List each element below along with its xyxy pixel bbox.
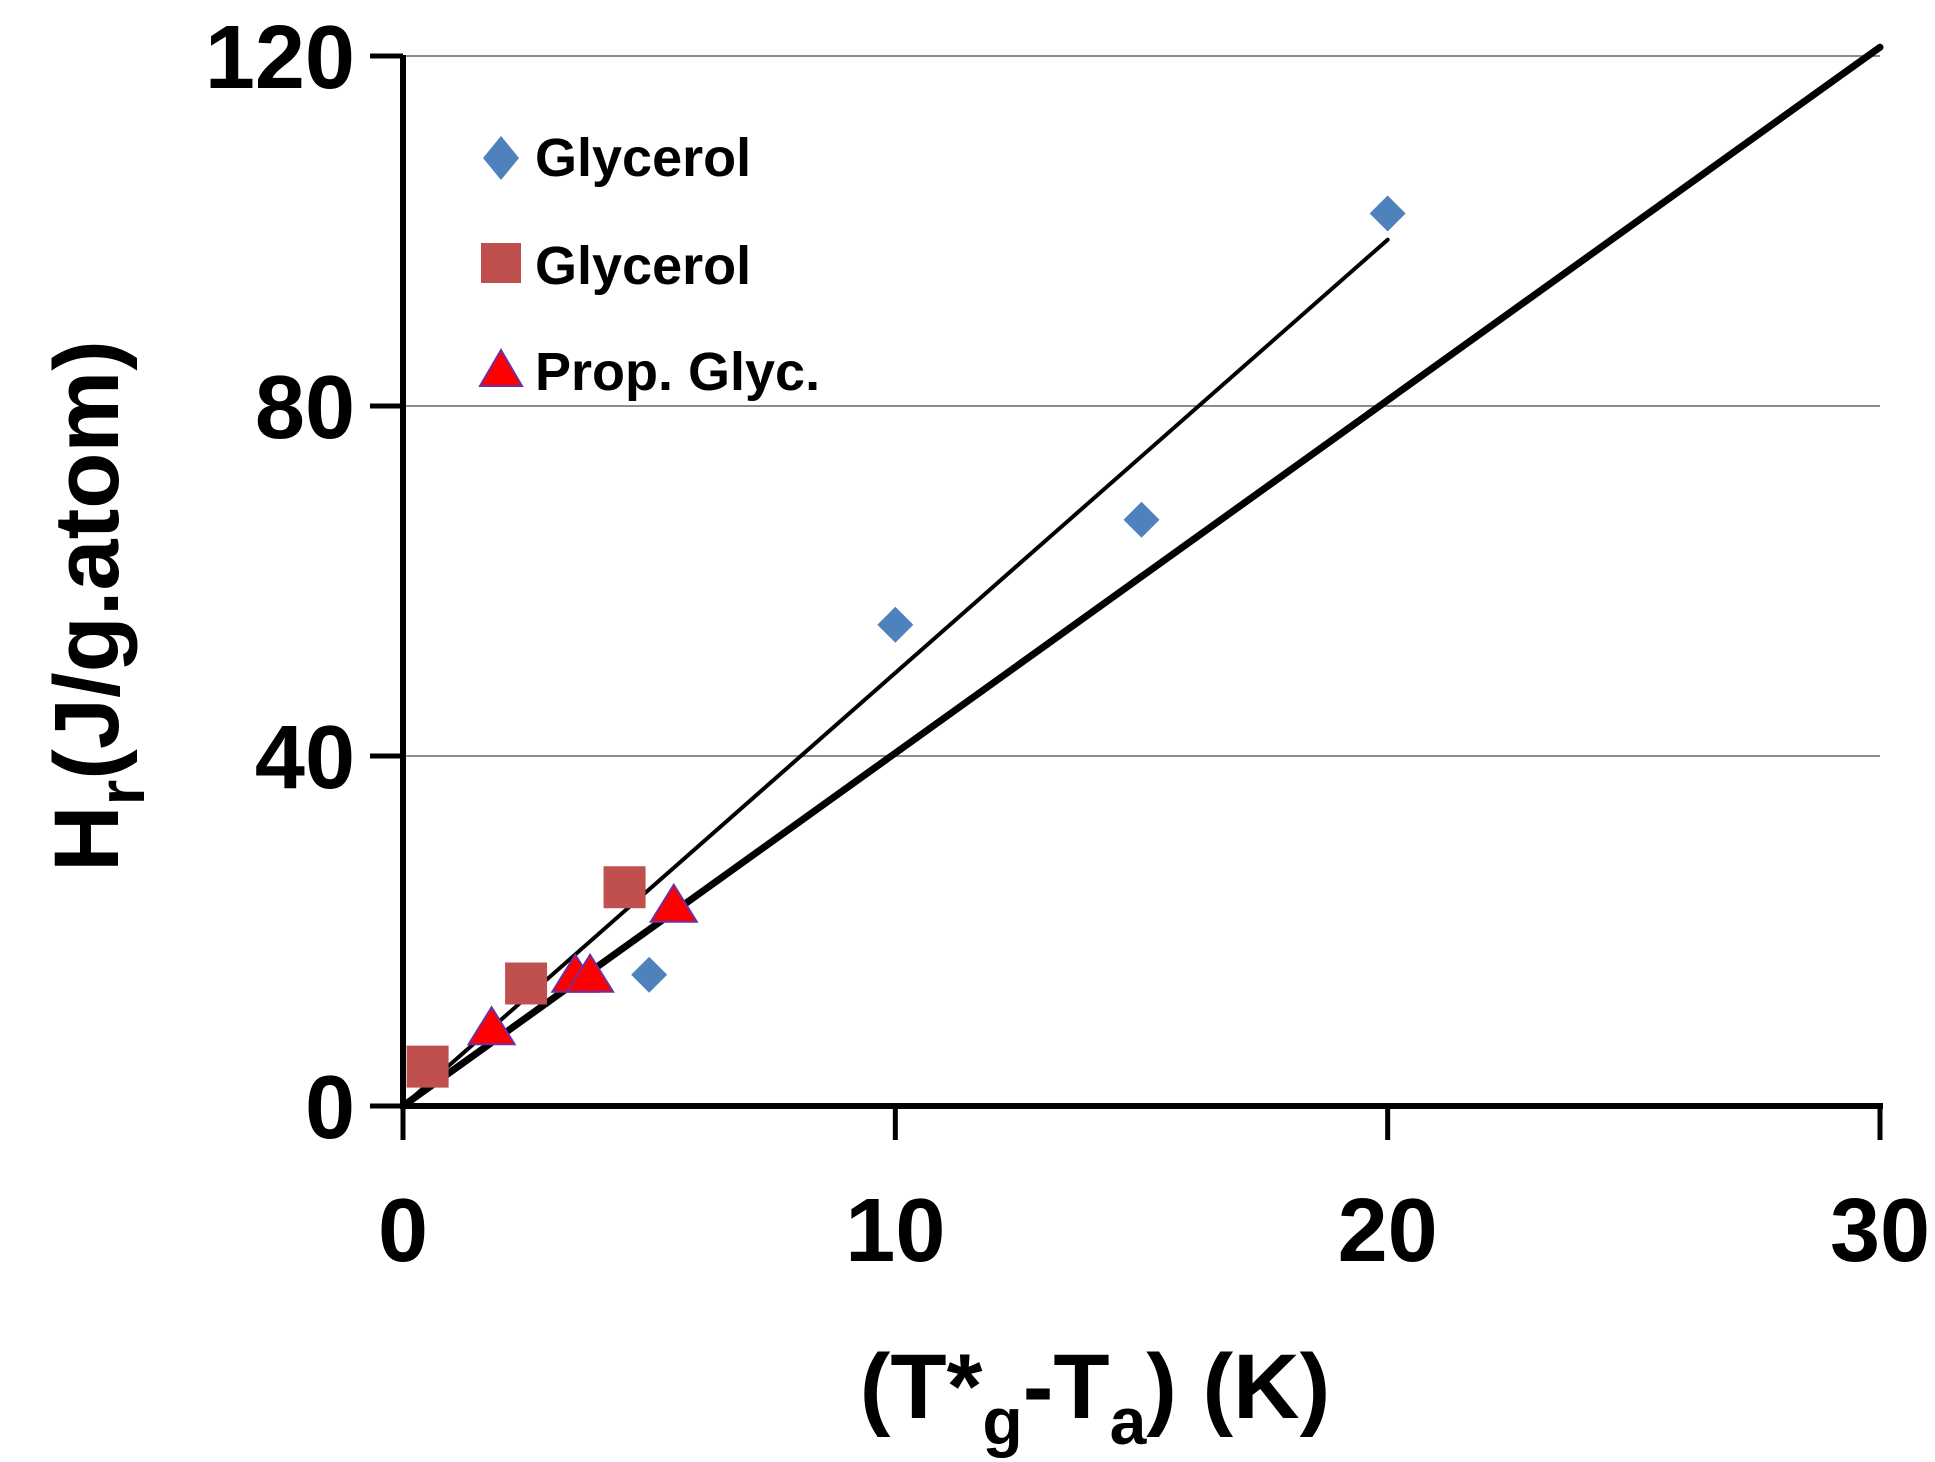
legend-label-glycerol-1: Glycerol xyxy=(535,128,751,188)
point-series1-square-1 xyxy=(505,962,548,1005)
y-axis-title: Hr(J/g.atom) xyxy=(36,340,158,872)
x-axis-title-part1: (T* xyxy=(860,1336,983,1438)
y-axis-title-part2: (J/g.atom) xyxy=(36,340,138,780)
x-tick-label-0: 0 xyxy=(378,1181,428,1281)
y-tick-label-0: 0 xyxy=(305,1058,355,1158)
grid-lines xyxy=(403,55,1880,757)
y-tick-label-120: 120 xyxy=(205,8,355,108)
legend-triangle-marker xyxy=(478,348,524,387)
axes xyxy=(370,53,1883,1140)
x-axis-title-sub2: a xyxy=(1110,1384,1148,1458)
point-series0-diamond-3 xyxy=(1369,195,1406,232)
legend-item-prop-glyc: Prop. Glyc. xyxy=(478,342,820,402)
line-fit-thin xyxy=(401,237,1390,1108)
point-series0-diamond-1 xyxy=(877,606,914,643)
x-axis-title-sub1: g xyxy=(982,1384,1022,1458)
legend-item-glycerol-diamond: Glycerol xyxy=(483,128,751,188)
point-series1-square-0 xyxy=(406,1045,449,1088)
legend-diamond-marker xyxy=(483,136,519,180)
y-axis-title-sub1: r xyxy=(84,780,158,806)
fit-lines xyxy=(399,43,1884,1110)
point-series2-triangle-2 xyxy=(565,952,615,993)
x-tick-label-20: 20 xyxy=(1338,1181,1438,1281)
line-fit-thick xyxy=(399,43,1884,1110)
point-series0-diamond-2 xyxy=(1123,501,1160,538)
legend-label-glycerol-2: Glycerol xyxy=(535,236,751,296)
tick-labels: 0 40 80 120 0 10 20 30 xyxy=(205,8,1930,1281)
y-tick-label-80: 80 xyxy=(255,358,355,458)
point-series1-square-2 xyxy=(603,866,646,909)
x-axis-title: (T*g-Ta) (K) xyxy=(860,1336,1330,1458)
x-axis-title-part3: ) (K) xyxy=(1146,1336,1330,1438)
x-tick-label-30: 30 xyxy=(1830,1181,1930,1281)
x-tick-label-10: 10 xyxy=(845,1181,945,1281)
data-points xyxy=(406,195,1406,1088)
y-tick-label-40: 40 xyxy=(255,708,355,808)
legend-label-prop-glyc: Prop. Glyc. xyxy=(535,342,820,402)
legend-item-glycerol-square: Glycerol xyxy=(481,236,751,296)
legend-square-marker xyxy=(481,243,521,283)
point-series0-diamond-0 xyxy=(631,956,668,993)
point-series2-triangle-3 xyxy=(648,882,699,923)
y-axis-title-part1: H xyxy=(36,805,138,871)
x-axis-title-part2: -T xyxy=(1023,1336,1110,1438)
point-series2-triangle-0 xyxy=(466,1005,517,1046)
legend: Glycerol Glycerol Prop. Glyc. xyxy=(478,128,820,402)
